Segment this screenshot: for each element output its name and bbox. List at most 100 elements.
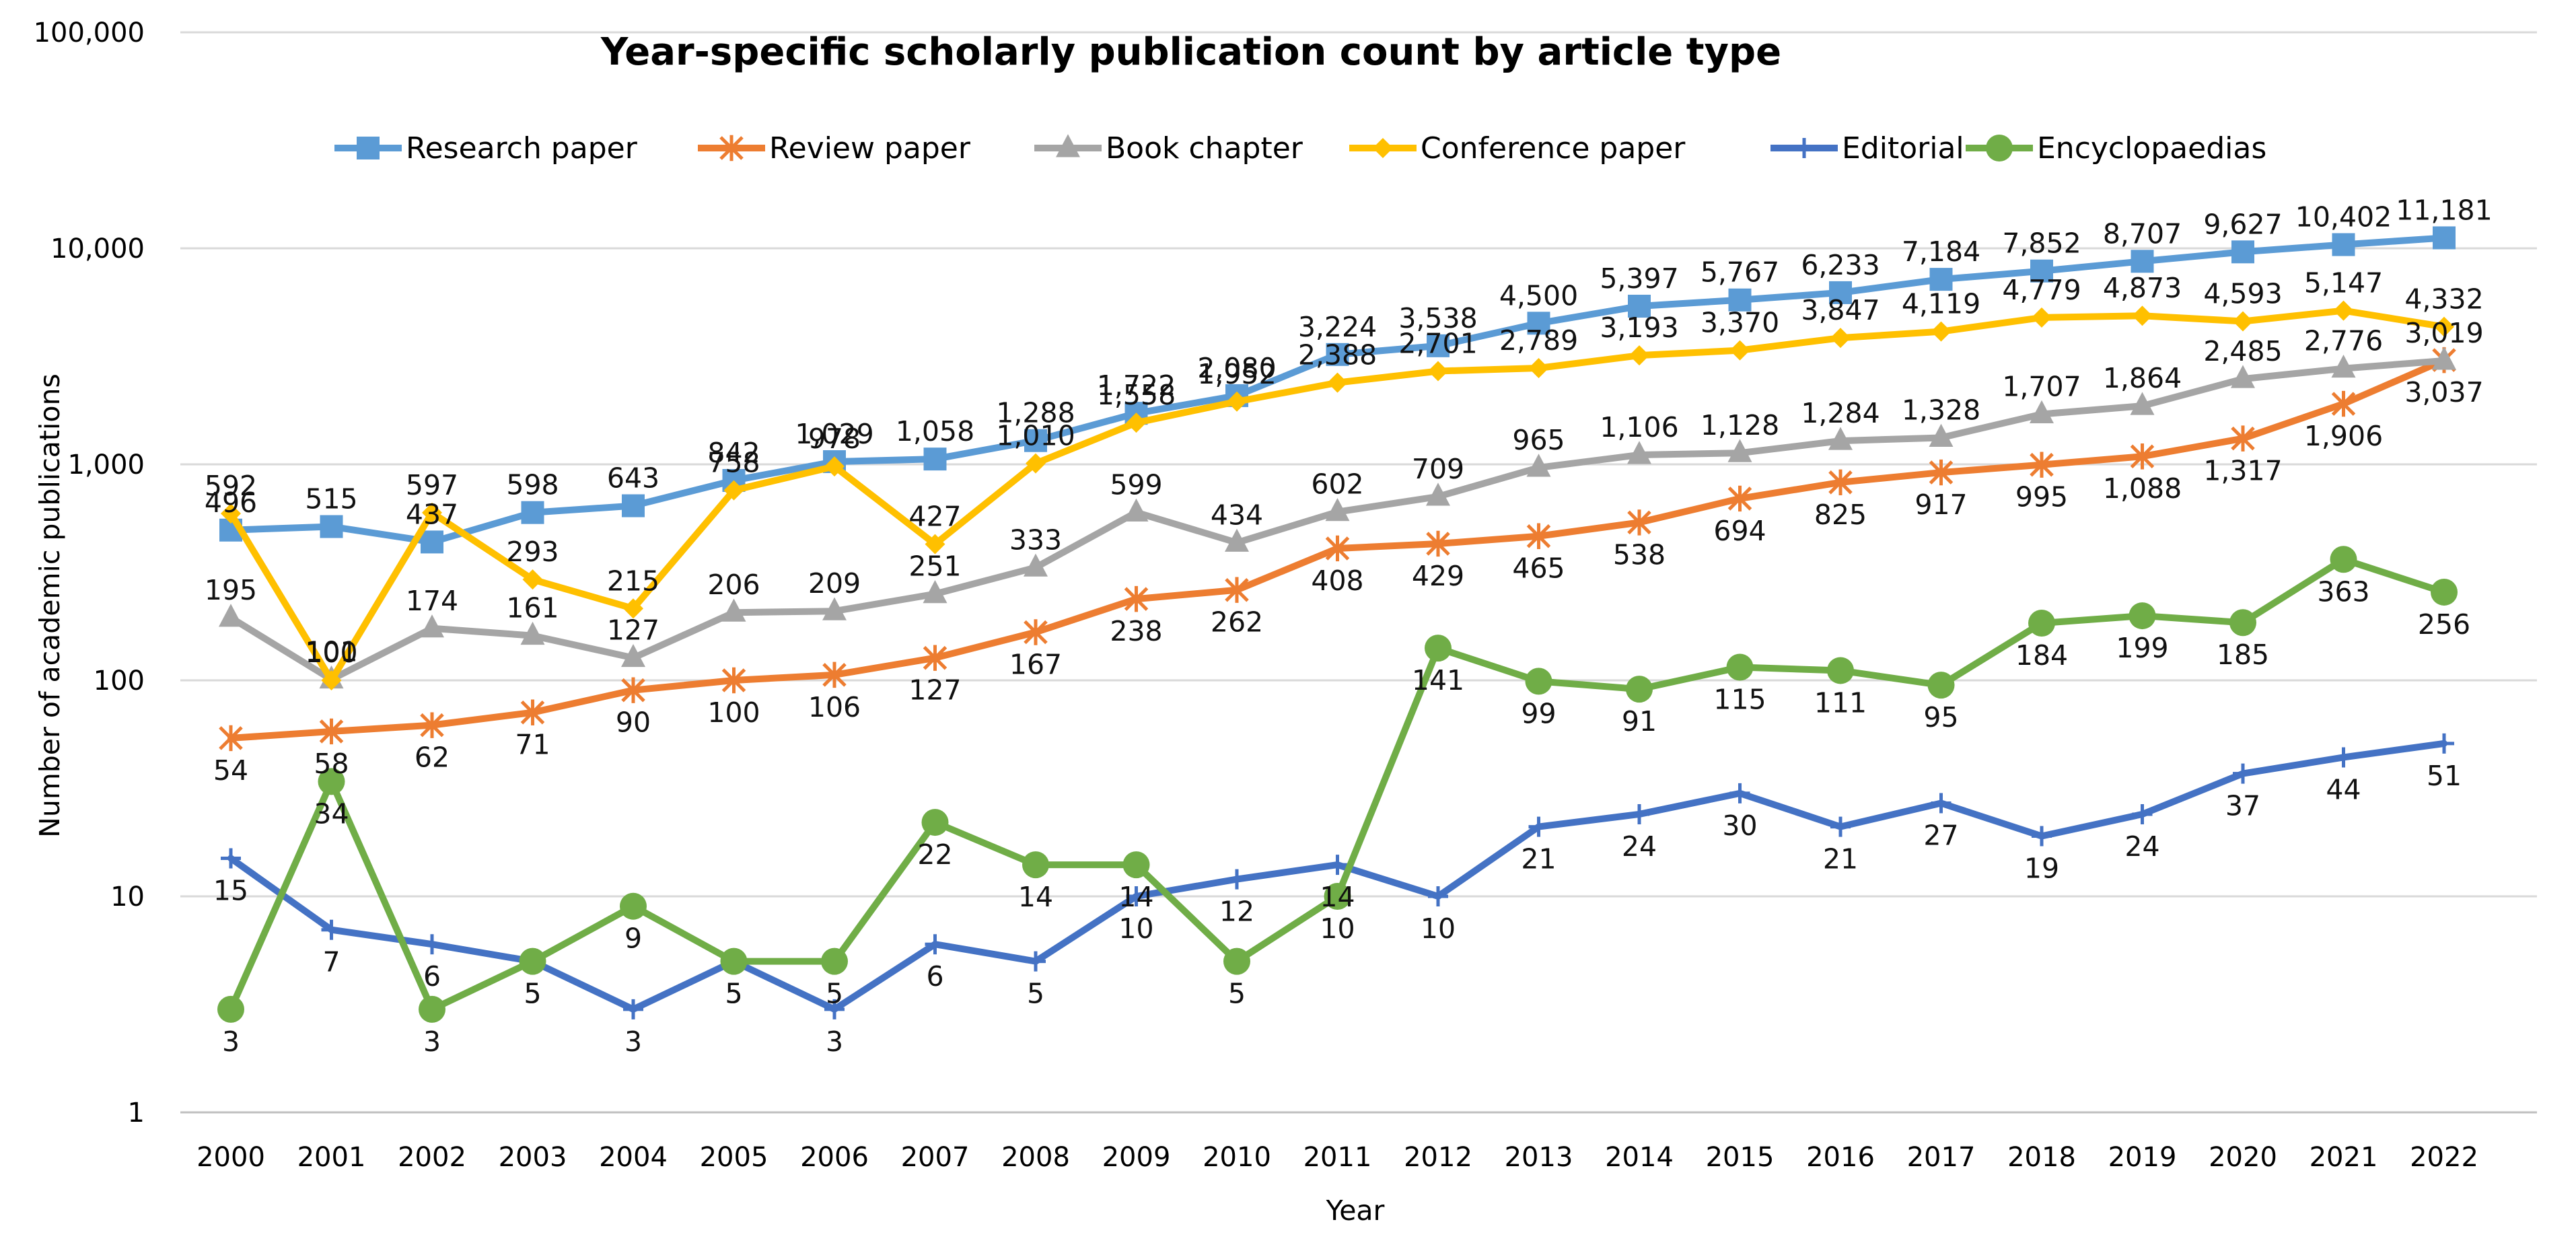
data-point	[1428, 886, 1448, 906]
data-label: 21	[1823, 843, 1858, 875]
y-tick-label: 1,000	[67, 450, 145, 480]
data-label: 3,538	[1398, 302, 1477, 334]
data-point	[1929, 423, 1954, 447]
y-tick-label: 100,000	[34, 17, 145, 48]
legend-item-editorial: Editorial	[1770, 131, 1964, 166]
data-point	[2231, 365, 2255, 388]
data-point	[1729, 340, 1750, 361]
x-tick-label: 2020	[2209, 1142, 2277, 1173]
data-label: 14	[1018, 881, 1053, 913]
data-label: 111	[1814, 686, 1867, 719]
data-label: 30	[1722, 810, 1757, 842]
data-label: 643	[607, 462, 659, 495]
data-point	[723, 480, 744, 501]
data-point	[1627, 441, 1651, 464]
data-label: 293	[506, 536, 559, 568]
data-label: 592	[205, 470, 257, 502]
data-label: 538	[1613, 538, 1666, 571]
data-label: 14	[1118, 881, 1153, 913]
data-point	[2432, 347, 2456, 370]
data-point	[621, 677, 645, 703]
data-label: 215	[607, 565, 659, 597]
data-label: 1,558	[1097, 379, 1176, 411]
data-point	[2433, 226, 2456, 250]
data-label: 1,029	[795, 418, 873, 450]
y-axis-ticks: 1 10 100 1,000 10,000 100,000	[34, 17, 145, 1128]
data-label: 1,864	[2103, 362, 2182, 394]
data-label: 4,500	[1499, 279, 1578, 312]
data-label: 91	[1622, 705, 1657, 738]
data-label: 4,873	[2103, 272, 2182, 304]
series-layer	[217, 226, 2458, 1023]
x-tick-label: 2014	[1605, 1142, 1674, 1173]
data-label: 5	[725, 978, 742, 1010]
data-label: 1,010	[996, 420, 1075, 452]
data-label: 2,485	[2203, 335, 2282, 367]
data-label: 3,193	[1600, 312, 1678, 344]
data-label: 5,147	[2304, 267, 2383, 299]
data-label: 22	[917, 838, 952, 871]
data-label: 363	[2317, 575, 2369, 608]
legend-item-research-paper: Research paper	[334, 131, 638, 166]
data-label: 44	[2326, 773, 2361, 805]
legend-marker	[719, 135, 744, 162]
x-tick-label: 2017	[1907, 1142, 1976, 1173]
x-tick-label: 2013	[1505, 1142, 1573, 1173]
data-label: 238	[1110, 615, 1162, 647]
data-point	[1929, 268, 1953, 291]
data-point	[219, 604, 243, 627]
data-point	[822, 597, 847, 620]
data-point	[1426, 530, 1450, 557]
data-point	[1727, 485, 1752, 512]
data-label: 199	[2116, 632, 2168, 664]
data-point	[2130, 443, 2155, 470]
data-label: 12	[1219, 896, 1254, 928]
legend-marker	[1373, 138, 1393, 158]
data-point	[1929, 459, 1954, 486]
data-point	[219, 725, 243, 752]
x-tick-label: 2011	[1303, 1142, 1372, 1173]
chart-title: Year-specific scholarly publication coun…	[600, 30, 1781, 74]
data-point	[521, 501, 544, 524]
data-label: 602	[1311, 468, 1363, 501]
data-label: 71	[515, 729, 550, 761]
data-point	[321, 919, 342, 940]
legend-marker	[1986, 135, 2013, 162]
x-tick-label: 2010	[1203, 1142, 1271, 1173]
data-label: 408	[1311, 565, 1363, 597]
x-axis-title: Year	[1326, 1194, 1385, 1227]
data-label: 141	[1412, 664, 1464, 696]
series-book-chapter	[219, 347, 2456, 689]
data-point	[520, 699, 545, 725]
data-point	[1324, 883, 1351, 910]
data-point	[1525, 668, 1552, 695]
data-label: 2,080	[1197, 352, 1276, 384]
data-point	[1931, 321, 1952, 342]
data-label: 2,776	[2304, 325, 2383, 357]
data-label: 599	[1110, 468, 1162, 501]
x-tick-label: 2016	[1806, 1142, 1875, 1173]
data-point	[221, 848, 241, 869]
data-point	[822, 661, 847, 688]
data-label: 965	[1512, 424, 1565, 456]
data-label: 106	[808, 691, 861, 723]
data-label: 99	[1521, 697, 1556, 729]
data-label: 917	[1915, 489, 1967, 521]
x-tick-label: 2015	[1706, 1142, 1775, 1173]
data-point	[1931, 793, 1952, 814]
data-label: 1,722	[1097, 369, 1176, 402]
data-point	[1024, 429, 1047, 452]
data-label: 262	[1211, 606, 1263, 639]
data-label: 1,906	[2304, 420, 2383, 452]
data-point	[721, 667, 746, 694]
data-label: 14	[1320, 881, 1355, 913]
data-point	[2030, 400, 2054, 423]
data-label: 27	[1923, 820, 1958, 852]
data-label: 3,370	[1701, 307, 1779, 339]
series-encyclopaedias	[217, 546, 2458, 1023]
data-point	[2231, 425, 2255, 452]
data-label: 8,707	[2103, 217, 2182, 250]
data-label: 62	[415, 742, 450, 774]
data-label: 6	[423, 960, 441, 993]
